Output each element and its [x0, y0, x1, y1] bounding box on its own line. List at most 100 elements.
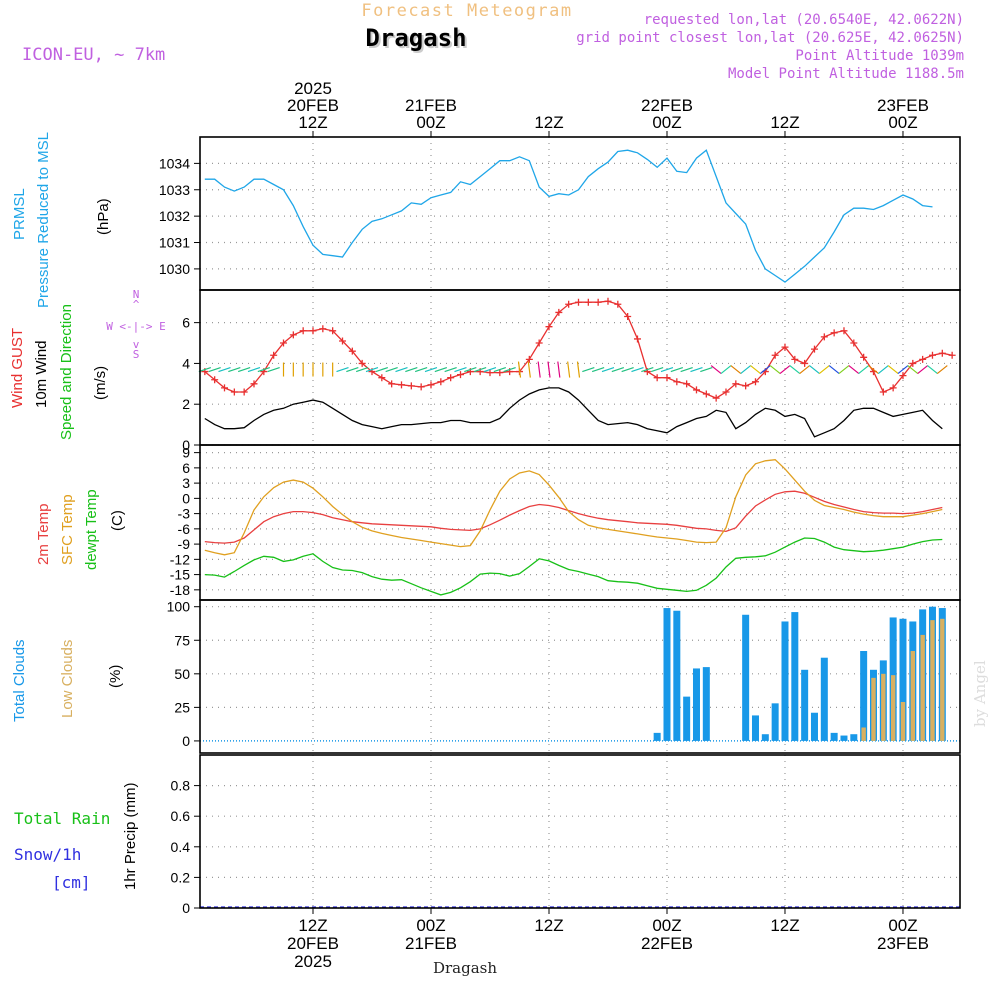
panel-frame [199, 599, 961, 754]
wind-gust-line-marker [889, 384, 897, 392]
wind-gust-line-marker [683, 380, 691, 388]
wind-gust-line-marker [319, 325, 327, 333]
wind-arrow [375, 366, 389, 373]
total-cloud-bar [663, 608, 671, 741]
wind-gust-line-marker [801, 359, 809, 367]
total-cloud-bar [810, 712, 818, 741]
compass-arrow-n: ^ [133, 298, 140, 311]
ytick-label: 0 [182, 900, 190, 916]
wind-arrow [936, 365, 948, 375]
bottom-tick-date: 20FEB [287, 934, 339, 953]
wind-gust-line-marker [584, 298, 592, 306]
wind-gust-line-marker [633, 335, 641, 343]
wind-gust-line-marker [289, 331, 297, 339]
wind-arrow [670, 366, 684, 373]
wind-gust-line-marker [525, 355, 533, 363]
wind-arrow [700, 366, 713, 373]
wind-gust-line-marker [545, 323, 553, 331]
top-tick-date: 22FEB [641, 96, 693, 115]
ytick-label: 25 [174, 699, 190, 715]
wind-gust-line-marker [348, 347, 356, 355]
wind-arrow [680, 366, 693, 373]
wind-gust-line-marker [663, 374, 671, 382]
wind-arrow [838, 365, 850, 375]
wind-gust-line-marker [781, 343, 789, 351]
ytick-label: 0 [182, 437, 190, 453]
credit-watermark: by Angel [971, 660, 989, 727]
ytick-label: 1031 [159, 235, 190, 251]
wind-arrow [405, 366, 418, 373]
wind-arrow [720, 365, 732, 375]
low-cloud-bar [940, 618, 945, 741]
wind-gust-line-marker [742, 382, 750, 390]
wind-gust-line-marker [378, 374, 386, 382]
pressure-label-a: PRMSL [11, 188, 28, 240]
ytick-label: -12 [170, 551, 190, 567]
t2m-label: 2m Temp [35, 504, 52, 565]
wind-gust-line-marker [407, 382, 415, 390]
wind-arrow [493, 366, 507, 373]
total-cloud-bar [801, 669, 809, 741]
wind-arrow [641, 366, 654, 373]
bottom-tick-hour: 00Z [416, 916, 445, 935]
bottom-tick-hour: 12Z [298, 916, 327, 935]
total-cloud-bar [860, 651, 868, 741]
cloud-ylabels: Total Clouds Low Clouds (%) [11, 639, 124, 722]
wind-arrow [527, 361, 531, 378]
wind-arrow [444, 366, 457, 373]
low-cloud-bar [881, 673, 886, 741]
wind-arrow [660, 366, 674, 373]
wind-gust-line-marker [221, 384, 229, 392]
wind-label: 10m Wind [33, 340, 50, 408]
total-cloud-bar [781, 621, 789, 741]
wind-arrow [336, 366, 349, 373]
ytick-label: 9 [182, 445, 190, 461]
title-shadow: Dragash [367, 26, 468, 54]
grid-point-coords: grid point closest lon,lat (20.625E, 42.… [576, 30, 964, 46]
wind-arrow [424, 366, 438, 373]
requested-coords: requested lon,lat (20.6540E, 42.0622N) [644, 12, 964, 28]
wind-arrow [750, 365, 761, 375]
wind-arrow [395, 366, 408, 373]
low-clouds-label: Low Clouds [59, 640, 76, 718]
wind-arrow [848, 365, 860, 375]
wind-arrow [818, 365, 830, 375]
wind-gust-line-marker [397, 381, 405, 389]
footer-location: Dragash [433, 959, 497, 977]
wind-arrow [537, 361, 541, 378]
top-tick-date: 21FEB [405, 96, 457, 115]
wind-gust-line-marker [614, 300, 622, 308]
low-cloud-bar [900, 702, 906, 741]
total-cloud-bar [840, 735, 848, 741]
temp-ylabels: 2m Temp SFC Temp dewpt Temp (C) [35, 489, 126, 570]
rain-label: Total Rain [14, 809, 110, 828]
wind-gust-line-marker [437, 378, 445, 386]
snow-unit: [cm] [52, 873, 91, 892]
ytick-label: 75 [174, 632, 190, 648]
ytick-label: 50 [174, 666, 190, 682]
bottom-tick-hour: 12Z [534, 916, 563, 935]
ytick-label: 1034 [159, 155, 190, 171]
wind-gust-line-marker [840, 327, 848, 335]
wind-gust-line-marker [604, 297, 612, 305]
wind-arrow [740, 365, 752, 375]
compass-rose: N ^ W <-|-> E v S [106, 288, 166, 361]
wind-gust-line-marker [810, 345, 818, 353]
top-tick-date: 23FEB [877, 96, 929, 115]
top-tick-year: 2025 [294, 79, 332, 98]
ytick-label: 6 [182, 315, 190, 331]
wind-arrow [414, 366, 428, 373]
wind-arrow [858, 365, 870, 375]
temp-2m-line [204, 490, 943, 544]
wind-arrow [434, 366, 448, 373]
low-cloud-bar [871, 677, 876, 741]
wind-arrow [631, 366, 644, 373]
wind-unit: (m/s) [92, 366, 109, 400]
low-cloud-bar [890, 675, 896, 741]
wind-arrow [779, 365, 791, 375]
wind-arrow [198, 366, 212, 373]
bottom-tick-year: 2025 [294, 952, 332, 971]
wind-arrow [759, 365, 771, 375]
wind-speed-line [204, 387, 943, 438]
